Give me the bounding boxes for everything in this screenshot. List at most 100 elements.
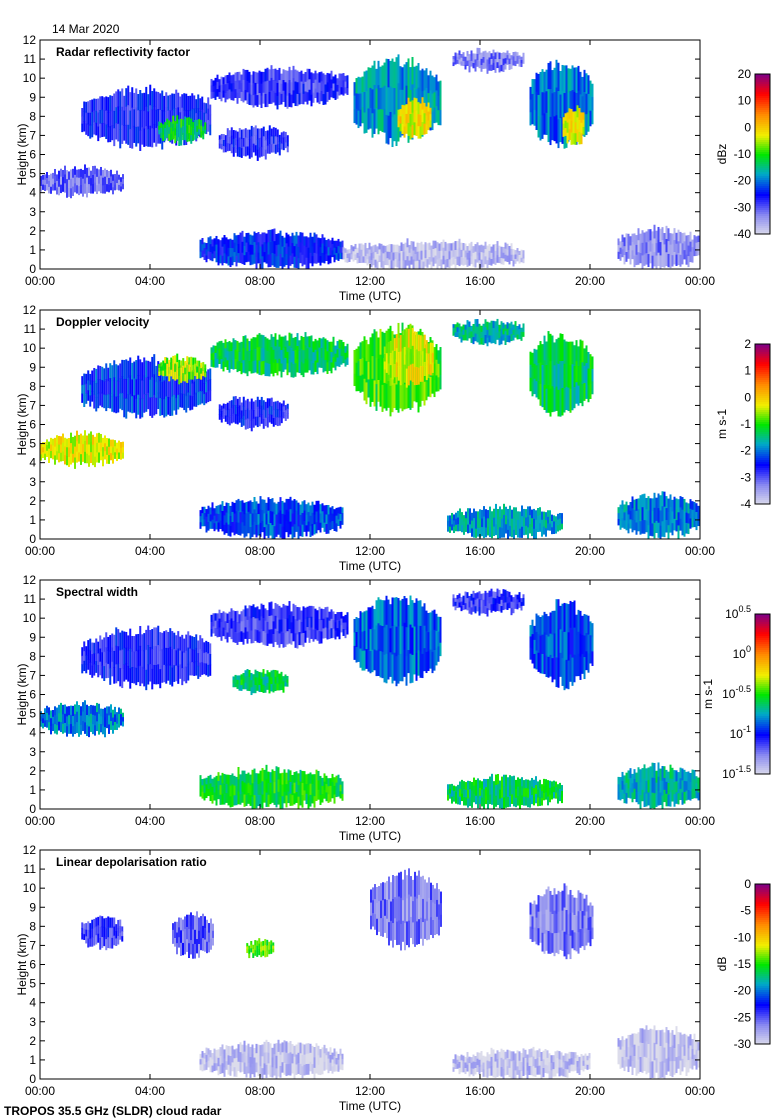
data-cell (541, 364, 544, 387)
data-cell (583, 614, 586, 637)
data-cell (665, 239, 668, 253)
data-cell (330, 352, 333, 363)
y-axis-label: Height (km) (15, 123, 29, 185)
data-cell (101, 652, 104, 666)
data-cell (123, 110, 126, 126)
data-cell (468, 607, 471, 614)
data-cell (495, 785, 497, 797)
data-cell (168, 366, 171, 375)
data-cell (462, 604, 465, 611)
data-cell (427, 612, 430, 633)
data-cell (301, 501, 304, 514)
data-cell (99, 648, 102, 663)
data-cell (492, 250, 495, 258)
x-tick-label: 08:00 (245, 274, 275, 288)
data-cell (505, 524, 507, 534)
data-cell (367, 87, 370, 109)
data-cell (543, 360, 546, 386)
data-cell (385, 114, 388, 144)
data-cell (95, 638, 98, 651)
data-cell (254, 348, 257, 361)
colorbar-cell (755, 372, 770, 375)
data-cell (96, 185, 98, 195)
data-cell (414, 261, 417, 269)
data-cell (508, 58, 511, 65)
data-cell (302, 73, 305, 85)
data-cell (490, 335, 493, 344)
data-cell (233, 513, 236, 525)
data-cell (163, 664, 166, 683)
data-cell (333, 240, 336, 249)
data-cell (344, 75, 347, 83)
data-cell (167, 648, 170, 665)
data-cell (401, 124, 404, 135)
data-cell (389, 86, 392, 113)
data-cell (516, 325, 519, 331)
data-cell (561, 603, 564, 632)
data-cell (578, 119, 581, 133)
data-cell (326, 91, 329, 102)
data-cell (533, 508, 535, 520)
data-cell (535, 519, 537, 530)
data-cell (411, 600, 414, 629)
data-cell (98, 703, 100, 715)
data-cell (241, 511, 244, 523)
data-cell (563, 631, 566, 662)
data-cell (533, 639, 536, 655)
data-cell (224, 339, 227, 349)
data-cell (181, 651, 184, 669)
data-cell (217, 247, 220, 257)
data-cell (399, 123, 402, 132)
data-cell (157, 126, 160, 144)
data-cell (147, 664, 150, 685)
data-cell (549, 633, 552, 656)
data-cell (216, 621, 219, 630)
data-cell (241, 770, 244, 782)
data-cell (587, 653, 590, 673)
data-cell (514, 56, 517, 62)
data-cell (477, 778, 479, 789)
data-cell (497, 519, 499, 530)
data-cell (421, 336, 424, 352)
cloud-region (383, 327, 434, 388)
data-cell (355, 376, 358, 392)
data-cell (121, 668, 124, 689)
data-cell (44, 453, 46, 461)
data-cell (225, 783, 228, 794)
data-cell (329, 778, 332, 787)
data-cell (581, 340, 584, 363)
data-cell (460, 336, 463, 343)
data-cell (222, 408, 225, 414)
data-cell (569, 91, 572, 114)
colorbar-frame (754, 73, 771, 235)
data-cell (502, 58, 505, 66)
colorbar-cell (755, 378, 770, 381)
data-cell (283, 237, 286, 248)
data-cell (265, 243, 268, 254)
data-cell (484, 605, 487, 615)
data-cell (289, 793, 292, 806)
data-cell (272, 349, 275, 364)
data-cell (316, 73, 319, 84)
data-cell (693, 235, 696, 243)
data-cell (307, 502, 310, 513)
data-cell (533, 94, 536, 111)
data-cell (562, 117, 565, 125)
data-cell (504, 242, 507, 250)
data-cell (183, 652, 186, 668)
data-cell (60, 168, 62, 178)
data-cell (321, 252, 324, 263)
data-cell (402, 260, 405, 269)
data-cell (60, 712, 62, 723)
data-cell (363, 71, 366, 93)
data-cell (384, 258, 387, 266)
data-cell (97, 665, 100, 678)
data-cell (262, 617, 265, 632)
colorbar-tick-label: -20 (734, 174, 752, 188)
data-cell (230, 83, 233, 93)
data-cell (393, 61, 396, 89)
data-cell (121, 359, 124, 377)
data-cell (235, 795, 238, 806)
data-cell (278, 80, 281, 93)
data-cell (381, 65, 384, 88)
